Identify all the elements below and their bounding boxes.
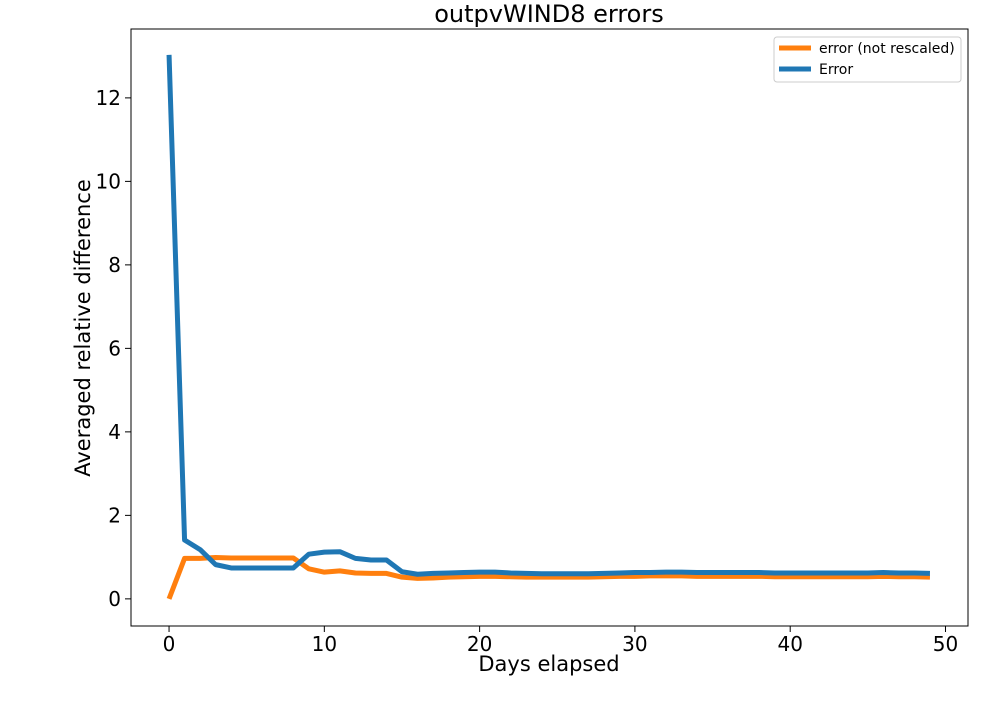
- y-tick-label: 8: [108, 253, 121, 277]
- y-tick-label: 0: [108, 587, 121, 611]
- axes-frame: [130, 28, 969, 627]
- y-axis-label: Averaged relative difference: [71, 179, 95, 477]
- legend-box: [773, 36, 962, 83]
- x-tick-label: 40: [777, 632, 802, 656]
- y-tick-label: 2: [108, 503, 121, 527]
- y-tick-label: 4: [108, 420, 121, 444]
- legend-label-1: error (not rescaled): [819, 41, 955, 57]
- x-tick-label: 10: [312, 632, 337, 656]
- plot-area: 0 10 20 30 40 50 0 2 4 6 8 10 12: [96, 28, 969, 656]
- x-tick-label: 0: [163, 632, 176, 656]
- x-axis-label: Days elapsed: [478, 652, 619, 676]
- legend: error (not rescaled) Error: [773, 36, 962, 83]
- chart-title: outpvWIND8 errors: [434, 0, 664, 28]
- y-tick-label: 12: [96, 86, 121, 110]
- series-line-1: [166, 555, 931, 600]
- x-tick-label: 30: [622, 632, 647, 656]
- x-tick-label: 20: [467, 632, 492, 656]
- legend-label-2: Error: [819, 62, 853, 78]
- y-tick-label: 10: [96, 169, 121, 193]
- x-tick-label: 50: [933, 632, 958, 656]
- series-line-2: [166, 54, 931, 577]
- y-tick-label: 6: [108, 336, 121, 360]
